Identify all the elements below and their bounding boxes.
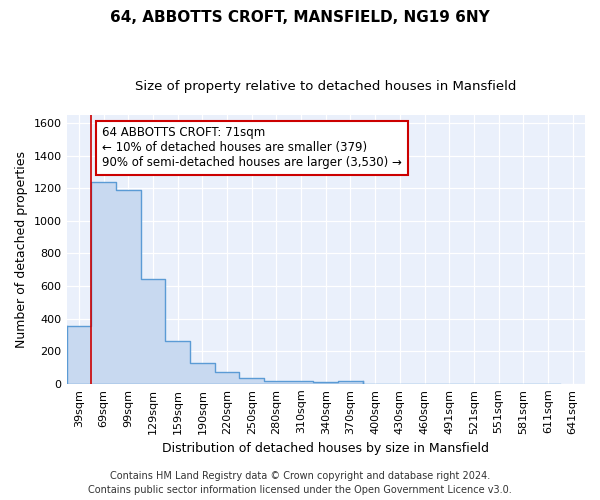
- Text: 64 ABBOTTS CROFT: 71sqm
← 10% of detached houses are smaller (379)
90% of semi-d: 64 ABBOTTS CROFT: 71sqm ← 10% of detache…: [103, 126, 402, 170]
- Text: Contains HM Land Registry data © Crown copyright and database right 2024.
Contai: Contains HM Land Registry data © Crown c…: [88, 471, 512, 495]
- X-axis label: Distribution of detached houses by size in Mansfield: Distribution of detached houses by size …: [162, 442, 489, 455]
- Y-axis label: Number of detached properties: Number of detached properties: [15, 151, 28, 348]
- Text: 64, ABBOTTS CROFT, MANSFIELD, NG19 6NY: 64, ABBOTTS CROFT, MANSFIELD, NG19 6NY: [110, 10, 490, 25]
- Title: Size of property relative to detached houses in Mansfield: Size of property relative to detached ho…: [135, 80, 517, 93]
